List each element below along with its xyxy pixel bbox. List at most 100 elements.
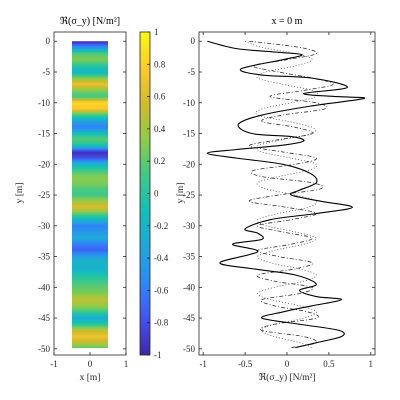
heatmap-band <box>72 270 108 273</box>
heatmap-band <box>72 41 108 44</box>
heatmap-band <box>72 211 108 214</box>
colorbar-tick-label: -0.2 <box>154 221 168 231</box>
line-y-tick-label: -35 <box>183 252 195 262</box>
line-x-tick-label: -1 <box>199 359 207 369</box>
heatmap-band <box>72 335 108 337</box>
heatmap-band <box>72 241 108 244</box>
heatmap-band <box>72 218 108 221</box>
heatmap-y-tick-label: -35 <box>38 252 50 262</box>
heatmap-band <box>72 151 108 154</box>
heatmap-band <box>72 236 108 239</box>
heatmap-band <box>72 116 108 119</box>
heatmap-band <box>72 144 108 147</box>
heatmap-band <box>72 127 108 130</box>
line-x-tick-label: 0 <box>285 359 290 369</box>
heatmap-band <box>72 259 108 262</box>
heatmap-band <box>72 102 108 105</box>
heatmap-band <box>72 150 108 153</box>
line-series-group <box>206 40 366 349</box>
heatmap-band <box>72 138 108 141</box>
heatmap-band <box>72 207 108 210</box>
heatmap-band <box>72 284 108 287</box>
heatmap-band <box>72 158 108 161</box>
heatmap-band <box>72 131 108 134</box>
heatmap-band <box>72 281 108 284</box>
heatmap-band <box>72 346 108 349</box>
heatmap-band <box>72 182 108 185</box>
heatmap-band <box>72 298 108 301</box>
colorbar-tick-label: -0.4 <box>154 253 169 263</box>
heatmap-band <box>72 271 108 274</box>
heatmap-band <box>72 50 108 53</box>
heatmap-band <box>72 265 108 268</box>
heatmap-band <box>72 342 108 345</box>
heatmap-band <box>72 336 108 339</box>
heatmap-band <box>72 105 108 108</box>
heatmap-band <box>72 48 108 51</box>
heatmap-band <box>72 331 108 334</box>
heatmap-band <box>72 230 108 233</box>
heatmap-band <box>72 184 108 187</box>
heatmap-panel: ℜ(σ_y) [N/m²] 0-5-10-15-20-25-30-35-40-4… <box>15 16 128 383</box>
heatmap-band <box>72 204 108 207</box>
heatmap-band <box>72 191 108 194</box>
heatmap-band <box>72 276 108 279</box>
heatmap-band <box>72 187 108 190</box>
heatmap-y-ticks: 0 -5 -10 -15 -20 -25 -30 -35 -40 -45 -50 <box>38 36 126 354</box>
heatmap-band <box>72 88 108 91</box>
heatmap-band <box>72 275 108 277</box>
line-y-tick-label: -45 <box>183 313 195 323</box>
heatmap-band <box>72 91 108 94</box>
heatmap-band <box>72 65 108 68</box>
heatmap-band <box>72 239 108 242</box>
heatmap-band <box>72 178 108 181</box>
heatmap-band <box>72 288 108 291</box>
heatmap-band <box>72 333 108 336</box>
line-y-tick-label: 0 <box>191 36 196 46</box>
heatmap-band <box>72 253 108 256</box>
heatmap-band <box>72 99 108 102</box>
heatmap-band <box>72 339 108 342</box>
heatmap-band <box>72 319 108 322</box>
heatmap-band <box>72 282 108 285</box>
heatmap-band <box>72 73 108 76</box>
line-panel: x = 0 m 0-5-10-15-20-25-30-35-40-45-50 -… <box>176 16 376 383</box>
heatmap-band <box>72 59 108 62</box>
heatmap-band <box>72 70 108 73</box>
line-axes-frame <box>198 31 376 356</box>
heatmap-band <box>72 44 108 47</box>
heatmap-band <box>72 307 108 310</box>
heatmap-band <box>72 110 108 113</box>
heatmap-band <box>72 118 108 121</box>
line-y-label: y [m] <box>176 183 186 204</box>
heatmap-band <box>72 171 108 174</box>
heatmap-band <box>72 208 108 211</box>
heatmap-band <box>72 124 108 127</box>
heatmap-band <box>72 296 108 299</box>
heatmap-band <box>72 219 108 222</box>
heatmap-y-tick-label: -5 <box>43 67 51 77</box>
heatmap-band <box>72 205 108 208</box>
heatmap-band <box>72 61 108 64</box>
heatmap-band <box>72 262 108 265</box>
heatmap-band <box>72 193 108 196</box>
heatmap-band <box>72 76 108 79</box>
heatmap-band <box>72 167 108 170</box>
heatmap-band <box>72 113 108 116</box>
heatmap-band <box>72 227 108 230</box>
heatmap-band <box>72 222 108 225</box>
heatmap-band <box>72 159 108 162</box>
line-y-tick-label: -25 <box>183 190 195 200</box>
heatmap-band <box>72 287 108 290</box>
heatmap-band <box>72 345 108 347</box>
heatmap-band <box>72 87 108 90</box>
heatmap-band <box>72 242 108 245</box>
heatmap-band <box>72 75 108 78</box>
heatmap-band <box>72 42 108 45</box>
heatmap-band <box>72 136 108 139</box>
heatmap-band <box>72 53 108 56</box>
heatmap-band <box>72 55 108 58</box>
heatmap-band <box>72 153 108 156</box>
heatmap-band <box>72 122 108 125</box>
line-x-tick-label: 0.5 <box>323 359 335 369</box>
